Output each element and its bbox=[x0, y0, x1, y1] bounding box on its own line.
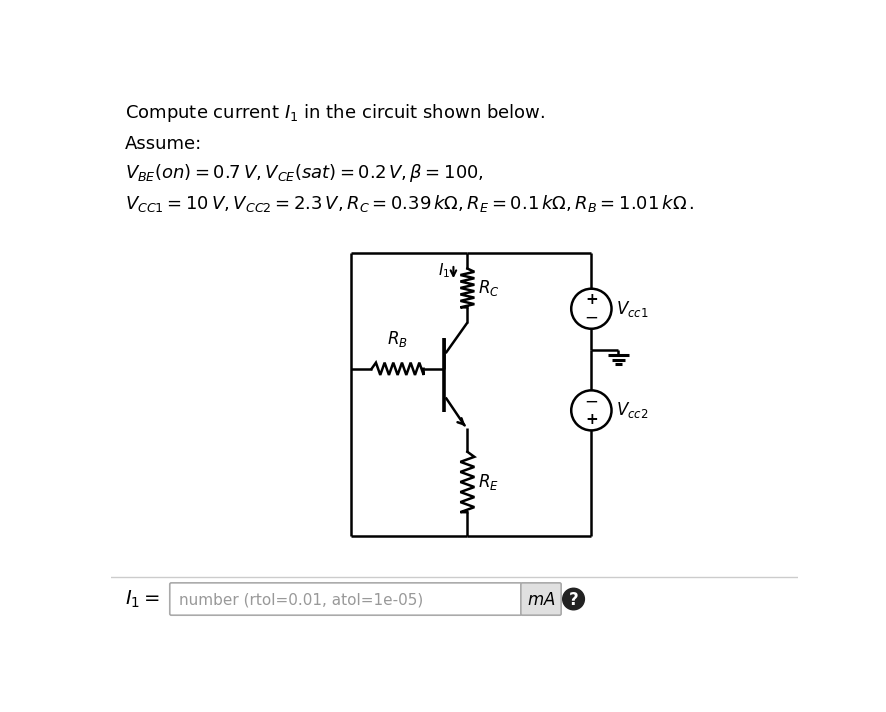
Text: ?: ? bbox=[568, 591, 578, 609]
FancyBboxPatch shape bbox=[520, 583, 561, 615]
Text: −: − bbox=[584, 309, 598, 327]
Text: $I_1$: $I_1$ bbox=[438, 261, 450, 280]
Text: $R_E$: $R_E$ bbox=[478, 472, 499, 492]
Text: $V_{BE}(on) = 0.7\,V, V_{CE}(sat) = 0.2\,V, \beta = 100,$: $V_{BE}(on) = 0.7\,V, V_{CE}(sat) = 0.2\… bbox=[125, 162, 483, 184]
Circle shape bbox=[562, 588, 584, 609]
Text: $I_1 =$: $I_1 =$ bbox=[125, 589, 159, 610]
Text: +: + bbox=[585, 292, 597, 308]
Text: +: + bbox=[585, 412, 597, 427]
Text: −: − bbox=[584, 392, 598, 410]
Text: Assume:: Assume: bbox=[125, 135, 202, 154]
Text: $R_B$: $R_B$ bbox=[387, 329, 408, 349]
Text: $V_{cc2}$: $V_{cc2}$ bbox=[616, 400, 648, 420]
Text: number (rtol=0.01, atol=1e-05): number (rtol=0.01, atol=1e-05) bbox=[179, 592, 423, 607]
Text: $mA$: $mA$ bbox=[526, 591, 555, 609]
Text: $V_{CC1} = 10\,V, V_{CC2} = 2.3\,V, R_C = 0.39\,k\Omega, R_E = 0.1\,k\Omega, R_B: $V_{CC1} = 10\,V, V_{CC2} = 2.3\,V, R_C … bbox=[125, 193, 694, 214]
FancyBboxPatch shape bbox=[169, 583, 521, 615]
Text: $R_C$: $R_C$ bbox=[478, 278, 500, 298]
Text: Compute current $I_1$ in the circuit shown below.: Compute current $I_1$ in the circuit sho… bbox=[125, 103, 544, 125]
Text: $V_{cc1}$: $V_{cc1}$ bbox=[616, 299, 648, 319]
